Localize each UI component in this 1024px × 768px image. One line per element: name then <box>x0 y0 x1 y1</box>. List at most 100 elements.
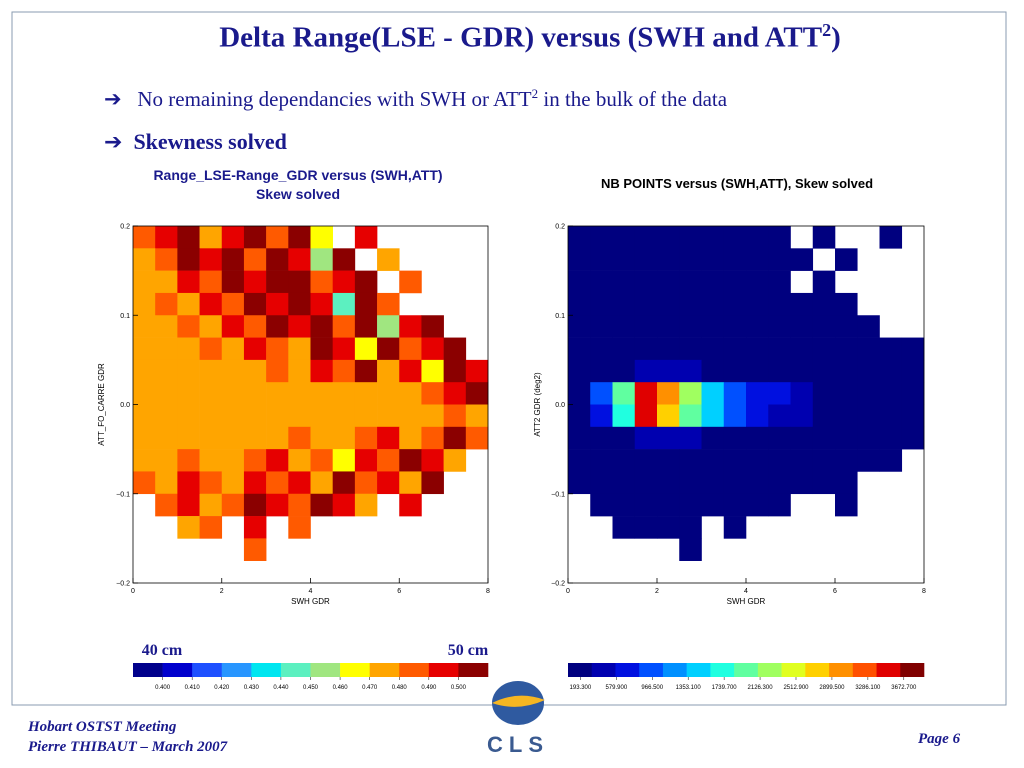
colorbar-label: 2899.500 <box>819 685 845 691</box>
heat-cell <box>310 359 333 383</box>
colorbar-box <box>662 663 687 677</box>
heat-cell <box>679 493 702 517</box>
heat-cell <box>288 270 311 294</box>
heat-cell <box>657 315 680 338</box>
heat-cell <box>568 449 591 472</box>
heat-cell <box>354 382 378 405</box>
heat-cell <box>288 226 311 249</box>
heat-cell <box>701 359 725 383</box>
heat-cell <box>746 248 769 271</box>
footer: Hobart OSTST Meeting Pierre THIBAUT – Mar… <box>28 717 227 757</box>
heat-cell <box>133 292 156 316</box>
colorbar-box <box>615 663 640 677</box>
heat-cell <box>746 270 769 294</box>
heat-cell <box>288 449 311 472</box>
heat-cell <box>421 449 444 472</box>
bullet: ➔ No remaining dependancies with SWH or … <box>104 86 728 111</box>
heat-cell <box>221 292 245 316</box>
heat-cell <box>177 426 200 450</box>
x-tick-label: 8 <box>486 588 490 595</box>
heat-cell <box>701 292 725 316</box>
heat-cell <box>133 359 156 383</box>
heat-cell <box>266 426 289 450</box>
heat-cell <box>243 359 267 383</box>
heat-cell <box>221 426 245 450</box>
footer-line: Pierre THIBAUT – March 2007 <box>28 739 228 755</box>
heat-cell <box>768 337 791 361</box>
heat-cell <box>199 404 223 428</box>
heat-cell <box>133 382 156 405</box>
heat-cell <box>679 449 702 472</box>
heat-cell <box>701 248 725 271</box>
colorbar-box <box>734 663 759 677</box>
heat-cell <box>288 516 311 539</box>
heat-cell <box>354 493 378 517</box>
heat-cell <box>443 426 467 450</box>
heat-cell <box>723 270 747 294</box>
heat-cell <box>590 426 613 450</box>
heat-cell <box>590 248 613 271</box>
heat-cell <box>133 270 156 294</box>
heat-cell <box>746 359 769 383</box>
heat-cell <box>679 248 702 271</box>
heat-cell <box>679 516 702 539</box>
heat-cell <box>679 426 702 450</box>
heat-cell <box>768 471 791 495</box>
heat-cell <box>332 449 356 472</box>
heat-cell <box>421 471 444 495</box>
heat-cell <box>590 270 613 294</box>
heat-cell <box>590 315 613 338</box>
colorbar-label: 193.300 <box>570 685 592 691</box>
colorbar-box <box>221 663 252 677</box>
annotation: 40 cm <box>142 642 183 659</box>
heat-cell <box>634 404 658 428</box>
heat-cell <box>354 226 378 249</box>
heat-cell <box>221 471 245 495</box>
heat-cell <box>612 404 636 428</box>
heat-cell <box>746 471 769 495</box>
heat-cell <box>857 359 880 383</box>
heat-cell <box>634 226 658 249</box>
heat-cell <box>790 337 814 361</box>
heat-cell <box>421 404 444 428</box>
heat-cell <box>288 382 311 405</box>
heat-cell <box>221 337 245 361</box>
heat-cell <box>421 359 444 383</box>
heat-cell <box>199 270 223 294</box>
heat-cell <box>723 493 747 517</box>
heat-cell <box>288 426 311 450</box>
y-tick-label: 0.2 <box>555 224 565 231</box>
heat-cell <box>332 337 356 361</box>
colorbar-box <box>710 663 735 677</box>
colorbar-label: 0.460 <box>333 685 349 691</box>
heat-cell <box>377 471 400 495</box>
colorbar-box <box>829 663 854 677</box>
heat-cell <box>701 382 725 405</box>
x-tick-label: 2 <box>220 588 224 595</box>
heat-cell <box>835 315 858 338</box>
heat-cell <box>133 337 156 361</box>
heat-cell <box>133 315 156 338</box>
heat-cell <box>857 426 880 450</box>
bullet: ➔ Skewness solved <box>104 129 287 155</box>
heat-cell <box>768 449 791 472</box>
heat-cell <box>310 382 333 405</box>
heat-cell <box>332 292 356 316</box>
colorbar-box <box>428 663 459 677</box>
heat-cell <box>568 270 591 294</box>
heat-cell <box>221 359 245 383</box>
heat-cell <box>657 449 680 472</box>
colorbar-label: 0.490 <box>421 685 437 691</box>
heat-cell <box>634 449 658 472</box>
heat-cell <box>568 426 591 450</box>
heat-cell <box>568 471 591 495</box>
heat-cell <box>612 270 636 294</box>
heat-cell <box>857 315 880 338</box>
heat-cell <box>399 471 422 495</box>
heat-cell <box>812 382 836 405</box>
heat-cell <box>701 471 725 495</box>
colorbar-label: 0.430 <box>244 685 260 691</box>
heat-cell <box>243 449 267 472</box>
heat-cell <box>701 315 725 338</box>
